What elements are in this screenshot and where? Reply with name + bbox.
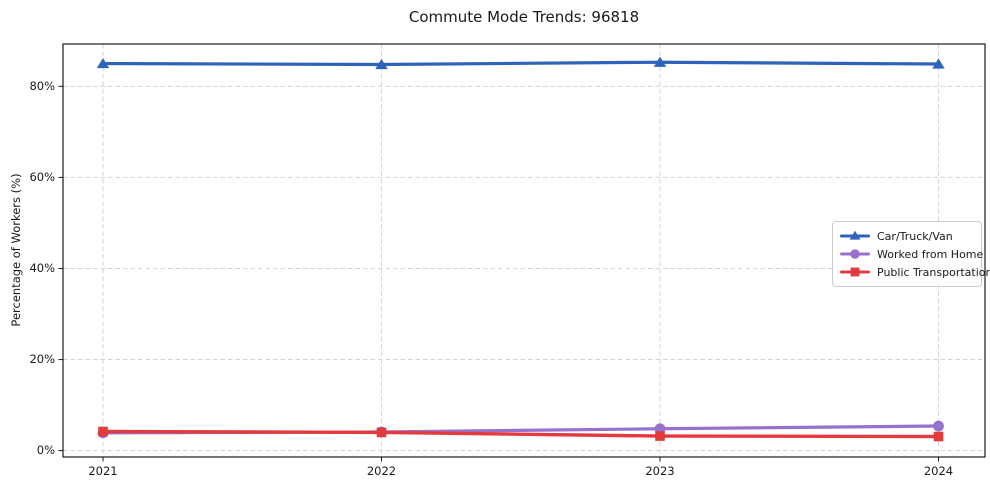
series-line-car-truck-van: [101, 60, 941, 67]
legend-label: Public Transportation: [877, 265, 990, 279]
chart-title: Commute Mode Trends: 96818: [408, 8, 640, 26]
legend-label: Car/Truck/Van: [877, 229, 953, 243]
marker-worked-from-home: [933, 420, 944, 432]
marker-car-truck-van: [932, 58, 945, 69]
series-line-public-transportation: [101, 429, 941, 439]
y-tick-label: 40%: [29, 261, 55, 275]
legend-label: Worked from Home: [877, 247, 984, 261]
x-tick-label: 2024: [924, 464, 953, 478]
y-tick-label: 80%: [29, 79, 55, 93]
x-tick-label: 2022: [367, 464, 396, 478]
legend-triangle-marker-icon: [840, 230, 870, 240]
marker-public-transportation: [655, 431, 665, 441]
y-tick-label: 60%: [29, 170, 55, 184]
legend-square-marker-icon: [840, 267, 870, 277]
legend-item-car-truck-van: Car/Truck/Van: [840, 227, 973, 245]
marker-car-truck-van: [375, 58, 388, 70]
legend-item-worked-from-home: Worked from Home: [840, 245, 983, 263]
x-tick-label: 2023: [645, 464, 674, 478]
y-tick-label: 20%: [29, 352, 55, 366]
legend-circle-marker-icon: [840, 249, 870, 259]
legend-item-public-transportation: Public Transportation: [840, 263, 990, 281]
y-tick-label: 0%: [37, 443, 55, 457]
plot-border: [62, 43, 986, 458]
marker-public-transportation: [376, 427, 387, 438]
marker-public-transportation: [933, 431, 944, 442]
marker-public-transportation: [98, 426, 108, 437]
marker-car-truck-van: [653, 56, 667, 67]
marker-car-truck-van: [96, 57, 110, 69]
x-tick-label: 2021: [88, 464, 117, 478]
legend: Car/Truck/Van Worked from Home Public Tr…: [832, 221, 990, 287]
